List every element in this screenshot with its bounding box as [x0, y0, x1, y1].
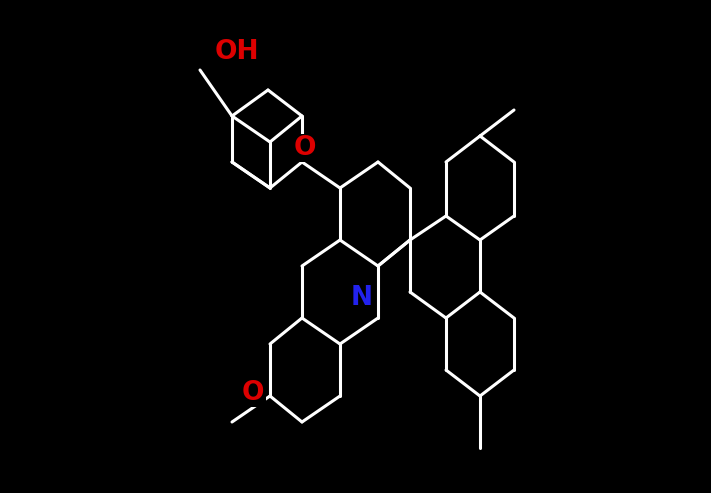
- Text: OH: OH: [215, 39, 260, 65]
- Text: O: O: [242, 380, 264, 406]
- Text: N: N: [351, 285, 373, 311]
- Text: O: O: [294, 135, 316, 161]
